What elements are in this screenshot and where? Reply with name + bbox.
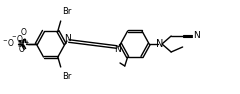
Text: N$^+$: N$^+$: [18, 38, 30, 50]
Text: N: N: [114, 45, 121, 54]
Text: O: O: [19, 45, 25, 55]
Text: N: N: [193, 31, 199, 41]
Text: Br: Br: [62, 7, 71, 16]
Text: N$^+$: N$^+$: [17, 38, 29, 50]
Text: N: N: [65, 34, 71, 43]
Text: $^-$O: $^-$O: [11, 33, 25, 44]
Text: $^-$O: $^-$O: [1, 38, 15, 49]
Text: Br: Br: [62, 72, 71, 81]
Text: O: O: [21, 28, 27, 37]
Text: N: N: [156, 39, 163, 49]
